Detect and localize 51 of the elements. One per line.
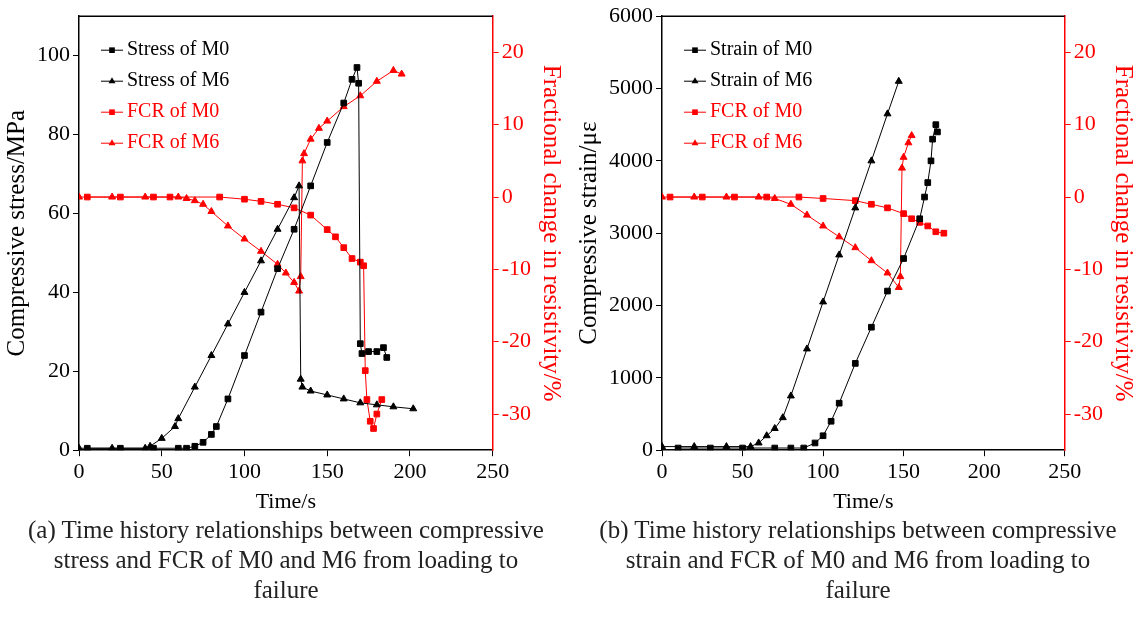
legend-label: FCR of M6 (127, 130, 220, 153)
legend-label: FCR of M0 (710, 99, 803, 122)
x-axis-title: Time/s (833, 487, 894, 513)
y-tick-label: 100 (37, 41, 70, 67)
y-tick-label: 2000 (609, 291, 653, 317)
x-tick-label: 100 (227, 458, 261, 484)
x-tick-label: 250 (476, 458, 510, 484)
y2-axis-title: Fractional change in resistivity/% (1111, 64, 1139, 402)
legend-label: Stress of M0 (127, 37, 230, 60)
y2-tick-label: -10 (1073, 255, 1103, 281)
y-tick-label: 3000 (609, 218, 653, 244)
x-tick-label: 100 (806, 458, 840, 484)
y-axis-title: Compressive stress/MPa (1, 109, 29, 357)
legend-label: FCR of M0 (127, 99, 220, 122)
x-tick-label: 50 (731, 458, 754, 484)
y2-tick-label: 0 (501, 182, 513, 208)
legend-label: FCR of M6 (710, 130, 803, 153)
y-tick-label: 20 (48, 357, 70, 383)
text: (a) Time history relationships between compressive stress and FCR of M0 and M6 from loading to failure (27, 515, 545, 605)
y-tick-label: 4000 (609, 146, 653, 172)
y2-tick-label: 20 (501, 38, 524, 64)
x-tick-label: 150 (887, 458, 921, 484)
x-tick-label: 250 (1048, 458, 1082, 484)
x-tick-label: 200 (393, 458, 427, 484)
y2-tick-label: -20 (501, 327, 531, 353)
y2-axis-title: Fractional change in resistivity/% (539, 64, 567, 402)
x-tick-label: 150 (310, 458, 344, 484)
y-tick-label: 6000 (609, 1, 653, 27)
y-tick-label: 80 (48, 120, 70, 146)
y-axis-title: Compressive strain/με (573, 121, 601, 345)
y2-tick-label: 0 (1073, 182, 1085, 208)
y2-tick-label: 10 (1073, 110, 1096, 136)
y-tick-label: 0 (59, 435, 70, 461)
y2-tick-label: 10 (501, 110, 524, 136)
y-tick-label: 0 (642, 435, 653, 461)
y2-tick-label: -30 (1073, 399, 1103, 425)
y2-tick-label: -10 (501, 255, 531, 281)
y2-tick-label: -20 (1073, 327, 1103, 353)
legend-label: Stress of M6 (127, 68, 230, 91)
y2-tick-label: 20 (1073, 38, 1096, 64)
text: (b) Time history relationships between compressive strain and FCR of M0 and M6 from loading to failure (598, 515, 1118, 605)
x-axis-title: Time/s (255, 487, 316, 513)
y-tick-label: 5000 (609, 74, 653, 100)
y-tick-label: 60 (48, 199, 70, 225)
x-tick-label: 200 (967, 458, 1001, 484)
x-tick-label: 50 (150, 458, 173, 484)
y2-tick-label: -30 (501, 399, 531, 425)
legend-label: Strain of M0 (710, 37, 813, 60)
legend-label: Strain of M6 (710, 68, 813, 91)
y-tick-label: 40 (48, 278, 70, 304)
y-tick-label: 1000 (609, 363, 653, 389)
